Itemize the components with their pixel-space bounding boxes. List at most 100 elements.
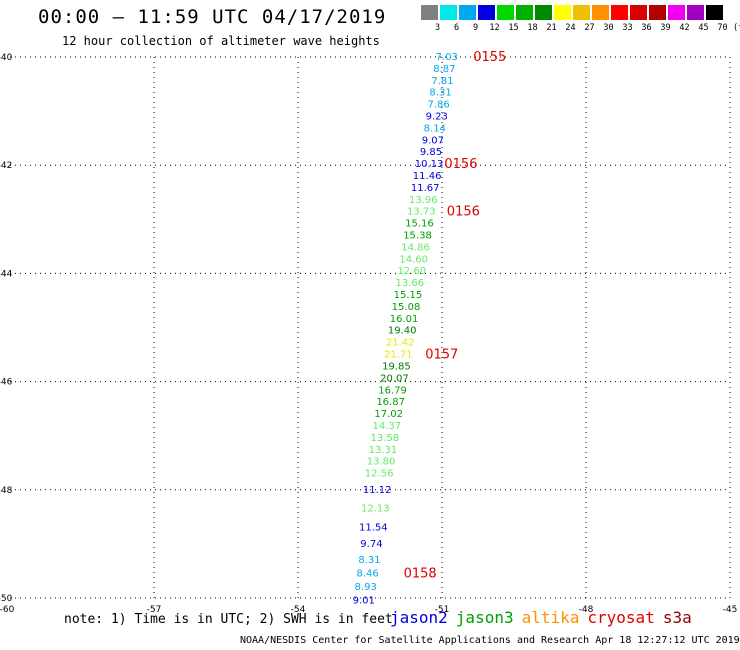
scale-label: 15 (508, 23, 519, 33)
swh-data-label: 12.56 (365, 469, 394, 480)
swh-data-label: 14.60 (399, 254, 428, 265)
time-stamp-label: 0158 (404, 567, 437, 582)
swh-data-label: 8.14 (424, 123, 446, 134)
swh-data-label: 9.74 (360, 539, 382, 550)
scale-swatch (611, 5, 628, 20)
scale-label: 30 (603, 23, 614, 33)
swh-data-label: 15.38 (403, 231, 432, 242)
y-tick-label: -50 (0, 594, 13, 604)
swh-data-label: 21.71 (384, 350, 413, 361)
swh-data-label: 15.08 (392, 302, 421, 313)
legend-jason3: jason3 (455, 608, 514, 627)
swh-data-label: 19.85 (382, 361, 411, 372)
scale-swatch (554, 5, 571, 20)
swh-data-label: 9.07 (422, 135, 444, 146)
swh-data-label: 14.37 (372, 421, 401, 432)
swh-data-label: 8.46 (356, 569, 378, 580)
swh-data-label: 13.58 (371, 433, 400, 444)
swh-data-label: 9.23 (426, 112, 448, 123)
x-tick-label: -51 (435, 605, 450, 615)
x-tick-label: -54 (291, 605, 306, 615)
corner-label: -60 (0, 605, 15, 615)
scale-swatch (592, 5, 609, 20)
swh-data-label: 13.73 (407, 207, 436, 218)
swh-data-label: 9.01 (353, 596, 375, 607)
scale-swatch (535, 5, 552, 20)
swh-data-label: 7.81 (431, 76, 453, 87)
scale-swatch (687, 5, 704, 20)
time-stamp-label: 0156 (444, 157, 477, 172)
page-subtitle: 12 hour collection of altimeter wave hei… (62, 34, 380, 48)
swh-data-label: 8.87 (433, 64, 455, 75)
scale-label: 24 (565, 23, 576, 33)
scale-label: 45 (698, 23, 709, 33)
swh-data-label: 20.07 (380, 373, 409, 384)
x-tick-label: -57 (147, 605, 162, 615)
swh-data-label: 10.13 (415, 159, 444, 170)
scale-swatch (421, 5, 438, 20)
swh-data-label: 8.31 (429, 88, 451, 99)
time-stamp-label: 0155 (473, 50, 506, 65)
swh-data-label: 11.46 (413, 171, 442, 182)
swh-data-label: 14.86 (401, 242, 430, 253)
scale-label: 3 (434, 23, 441, 33)
swh-data-label: 13.31 (369, 445, 398, 456)
y-tick-label: -44 (0, 269, 13, 279)
scale-label: 70 (717, 23, 728, 33)
scale-label: 9 (472, 23, 479, 33)
x-tick-label: -48 (579, 605, 594, 615)
y-tick-label: -42 (0, 161, 12, 171)
swh-data-label: 11.12 (363, 485, 392, 496)
units-note: note: 1) Time is in UTC; 2) SWH is in fe… (64, 612, 393, 627)
scale-swatch (440, 5, 457, 20)
swh-data-label: 13.96 (409, 195, 438, 206)
scale-swatch (573, 5, 590, 20)
legend-cryosat: cryosat (587, 608, 655, 627)
swh-data-label: 17.02 (374, 409, 403, 420)
scale-label: 33 (622, 23, 633, 33)
scale-swatch (706, 5, 723, 20)
scale-label: 12 (489, 23, 500, 33)
swh-data-label: 11.54 (359, 523, 388, 534)
scale-label: 27 (584, 23, 595, 33)
credit-line: NOAA/NESDIS Center for Satellite Applica… (240, 635, 740, 646)
scale-label: 6 (453, 23, 460, 33)
legend-jason2: jason2 (390, 608, 448, 627)
scale-swatch (497, 5, 514, 20)
swh-data-label: 16.01 (390, 314, 419, 325)
scale-swatch (516, 5, 533, 20)
swh-data-label: 13.80 (367, 457, 396, 468)
swh-data-label: 15.16 (405, 219, 434, 230)
scale-swatch (668, 5, 685, 20)
swh-data-label: 12.13 (361, 504, 390, 515)
swh-data-label: 16.87 (376, 397, 405, 408)
swh-data-label: 21.42 (386, 338, 415, 349)
swh-data-label: 15.15 (394, 290, 423, 301)
scale-swatch (459, 5, 476, 20)
swh-data-label: 7.03 (436, 52, 458, 63)
swh-data-label: 9.85 (420, 147, 442, 158)
y-tick-label: -40 (0, 53, 13, 63)
swh-data-label: 19.40 (388, 326, 417, 337)
satellite-legend: jason2 jason3 altika cryosat s3a (390, 608, 700, 627)
legend-altika: altika (521, 608, 580, 627)
swh-data-label: 8.93 (355, 582, 377, 593)
scale-label: 42 (679, 23, 690, 33)
scale-swatch (649, 5, 666, 20)
swh-data-label: 8.31 (358, 555, 380, 566)
page-title: 00:00 — 11:59 UTC 04/17/2019 (38, 6, 387, 28)
scale-swatch (478, 5, 495, 20)
scale-label: 39 (660, 23, 671, 33)
y-tick-label: -46 (0, 378, 13, 388)
swh-data-label: 16.79 (378, 385, 407, 396)
swh-data-label: 12.60 (397, 266, 426, 277)
scale-label: 21 (546, 23, 557, 33)
swh-data-label: 7.86 (428, 100, 450, 111)
time-stamp-label: 0157 (425, 348, 458, 363)
y-tick-label: -48 (0, 486, 13, 496)
swh-data-label: 11.67 (411, 183, 440, 194)
x-tick-label: -45 (723, 605, 738, 615)
time-stamp-label: 0156 (447, 205, 480, 220)
scale-swatch (630, 5, 647, 20)
